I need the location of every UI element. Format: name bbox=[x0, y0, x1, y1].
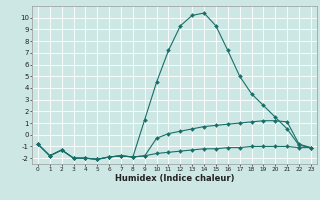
X-axis label: Humidex (Indice chaleur): Humidex (Indice chaleur) bbox=[115, 174, 234, 183]
